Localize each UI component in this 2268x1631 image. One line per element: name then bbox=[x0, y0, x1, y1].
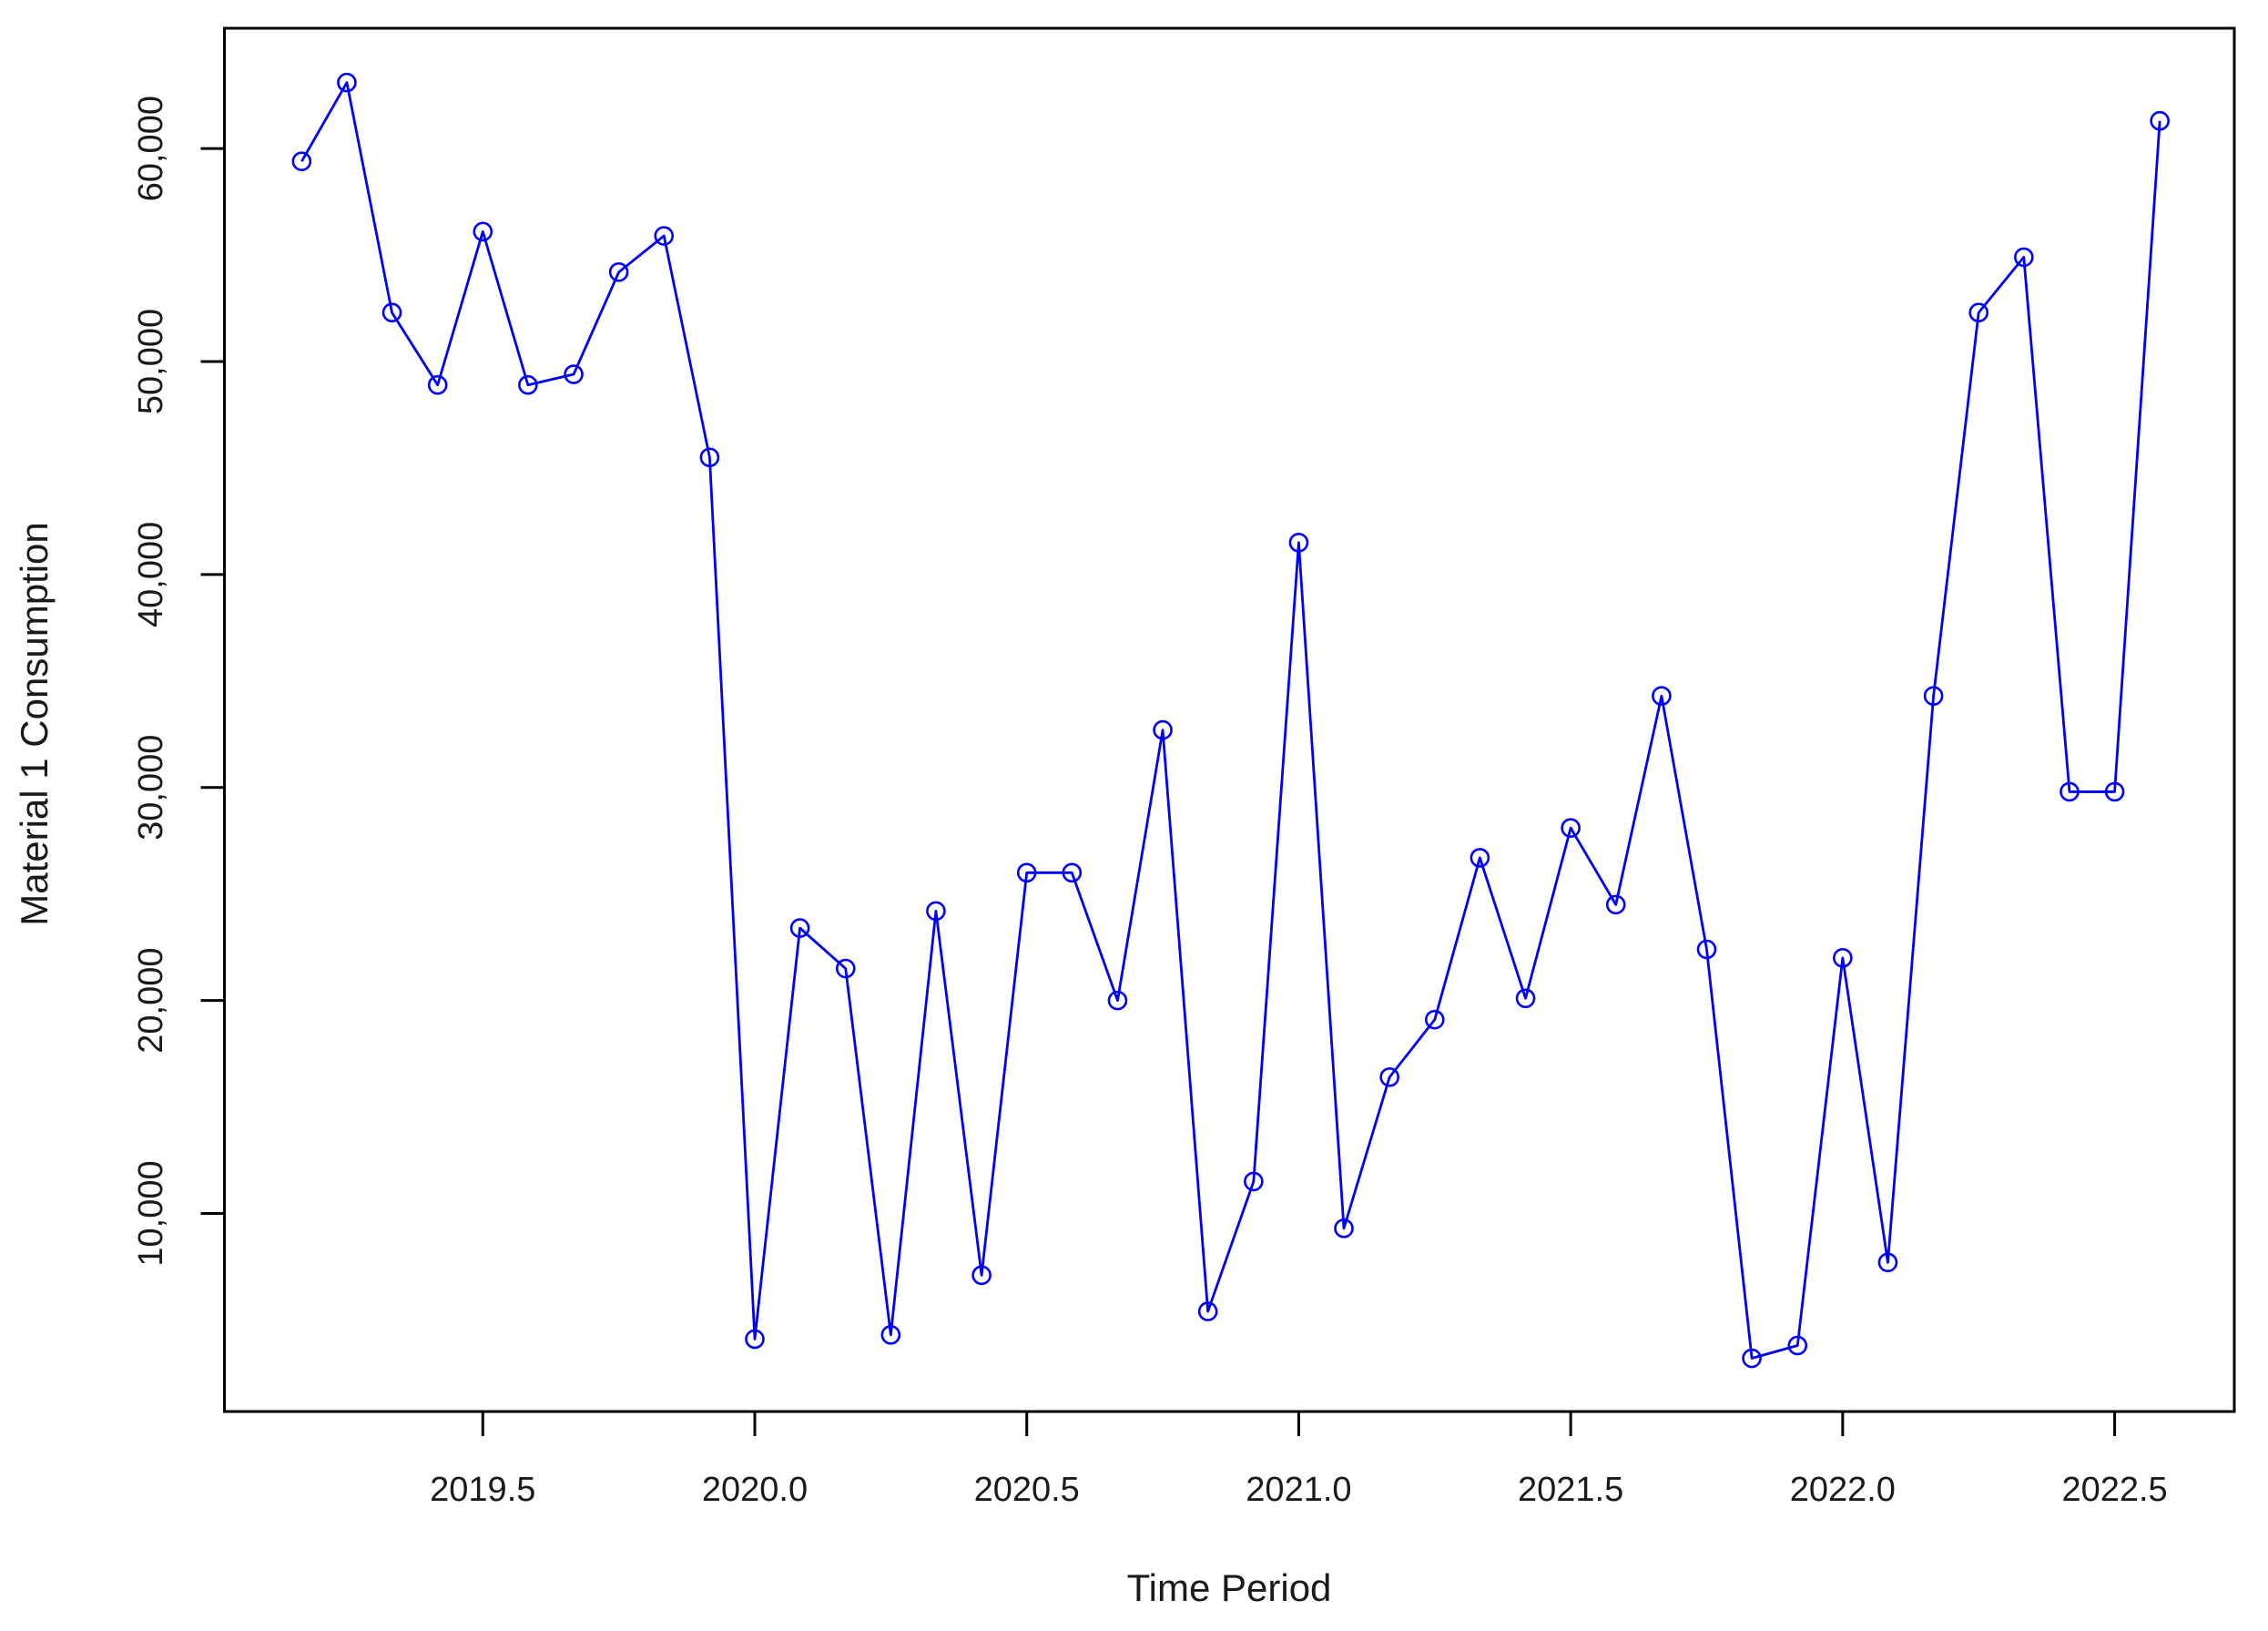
y-axis-title: Material 1 Consumption bbox=[13, 522, 56, 926]
data-point-marker bbox=[1696, 939, 1717, 960]
data-point-marker bbox=[2060, 781, 2080, 802]
data-point-marker bbox=[1923, 686, 1944, 706]
x-tick-label: 2020.0 bbox=[702, 1471, 808, 1509]
data-point-marker bbox=[1833, 948, 1853, 968]
data-point-marker bbox=[1877, 1252, 1898, 1273]
data-point-marker bbox=[1153, 719, 1173, 740]
data-point-marker bbox=[1334, 1218, 1354, 1239]
data-point-marker bbox=[789, 918, 810, 938]
y-tick-label: 10,000 bbox=[132, 1160, 170, 1266]
data-point-marker bbox=[1605, 894, 1626, 915]
data-point-marker bbox=[1379, 1067, 1399, 1087]
x-tick-label: 2021.0 bbox=[1246, 1471, 1351, 1509]
y-tick-label: 50,000 bbox=[132, 309, 170, 414]
data-point-marker bbox=[518, 374, 538, 395]
data-point-marker bbox=[1470, 848, 1490, 868]
data-point-marker bbox=[564, 364, 584, 384]
data-point-marker bbox=[1062, 862, 1083, 883]
y-tick-label: 40,000 bbox=[132, 522, 170, 627]
data-point-marker bbox=[654, 226, 675, 246]
data-point-marker bbox=[1424, 1009, 1445, 1030]
data-point-marker bbox=[745, 1329, 765, 1350]
x-tick-label: 2022.0 bbox=[1790, 1471, 1896, 1509]
data-point-marker bbox=[1197, 1301, 1218, 1321]
data-point-marker bbox=[1515, 988, 1536, 1009]
data-point-marker bbox=[1288, 533, 1309, 553]
x-axis-title: Time Period bbox=[1127, 1566, 1332, 1609]
data-point-marker bbox=[1561, 818, 1581, 838]
data-point-marker bbox=[2104, 781, 2125, 802]
x-tick-label: 2022.5 bbox=[2061, 1471, 2167, 1509]
data-point-marker bbox=[699, 447, 720, 468]
series-line bbox=[300, 81, 2161, 1360]
y-tick-label: 30,000 bbox=[132, 735, 170, 841]
data-point-marker bbox=[1107, 990, 1128, 1011]
data-point-marker bbox=[1016, 862, 1037, 883]
data-point-marker bbox=[291, 151, 312, 171]
data-point-marker bbox=[2013, 247, 2034, 268]
data-point-marker bbox=[835, 958, 856, 979]
data-point-marker bbox=[2150, 110, 2170, 131]
data-point-marker bbox=[1968, 302, 1989, 323]
data-point-marker bbox=[1652, 686, 1672, 706]
data-point-marker bbox=[1787, 1335, 1808, 1356]
data-point-marker bbox=[971, 1265, 992, 1286]
plot-box bbox=[223, 26, 2236, 1413]
y-tick-label: 20,000 bbox=[132, 948, 170, 1054]
data-point-marker bbox=[926, 901, 946, 922]
data-point-marker bbox=[880, 1325, 901, 1345]
data-point-marker bbox=[427, 374, 448, 395]
x-tick-label: 2019.5 bbox=[430, 1471, 535, 1509]
data-point-marker bbox=[473, 221, 493, 242]
data-point-marker bbox=[1742, 1348, 1762, 1369]
chart-dynamic-layer: 10,000 20,000 30,000 40,000 50,000 60,000 2019… bbox=[132, 26, 2236, 1509]
data-point-marker bbox=[1244, 1171, 1264, 1192]
data-point-marker bbox=[337, 72, 357, 93]
data-point-marker bbox=[381, 302, 402, 323]
x-tick-label: 2021.5 bbox=[1518, 1471, 1623, 1509]
data-point-marker bbox=[608, 261, 629, 282]
x-tick-label: 2020.5 bbox=[974, 1471, 1080, 1509]
y-tick-label: 60,000 bbox=[132, 96, 170, 201]
